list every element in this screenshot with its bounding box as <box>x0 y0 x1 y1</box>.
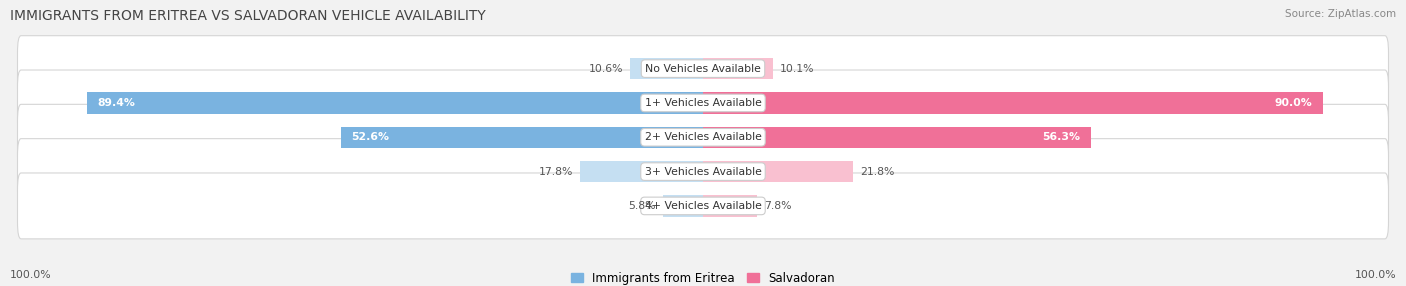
Text: 7.8%: 7.8% <box>763 201 792 211</box>
Bar <box>703 58 772 79</box>
Bar <box>703 161 853 182</box>
Text: 90.0%: 90.0% <box>1275 98 1313 108</box>
FancyBboxPatch shape <box>17 173 1389 239</box>
FancyBboxPatch shape <box>17 139 1389 204</box>
Text: 5.8%: 5.8% <box>628 201 657 211</box>
Bar <box>703 127 1091 148</box>
Bar <box>630 58 703 79</box>
FancyBboxPatch shape <box>17 36 1389 102</box>
Text: 10.6%: 10.6% <box>589 64 623 74</box>
Bar <box>340 127 703 148</box>
Text: 17.8%: 17.8% <box>538 167 574 176</box>
Bar <box>581 161 703 182</box>
Text: 2+ Vehicles Available: 2+ Vehicles Available <box>644 132 762 142</box>
FancyBboxPatch shape <box>17 104 1389 170</box>
Text: 1+ Vehicles Available: 1+ Vehicles Available <box>644 98 762 108</box>
Bar <box>703 92 1323 114</box>
Legend: Immigrants from Eritrea, Salvadoran: Immigrants from Eritrea, Salvadoran <box>567 267 839 286</box>
Text: 100.0%: 100.0% <box>10 270 52 280</box>
Text: No Vehicles Available: No Vehicles Available <box>645 64 761 74</box>
Text: 100.0%: 100.0% <box>1354 270 1396 280</box>
Text: 21.8%: 21.8% <box>860 167 894 176</box>
Text: IMMIGRANTS FROM ERITREA VS SALVADORAN VEHICLE AVAILABILITY: IMMIGRANTS FROM ERITREA VS SALVADORAN VE… <box>10 9 485 23</box>
Text: 4+ Vehicles Available: 4+ Vehicles Available <box>644 201 762 211</box>
Text: 10.1%: 10.1% <box>779 64 814 74</box>
Text: 3+ Vehicles Available: 3+ Vehicles Available <box>644 167 762 176</box>
Text: 89.4%: 89.4% <box>97 98 135 108</box>
Text: Source: ZipAtlas.com: Source: ZipAtlas.com <box>1285 9 1396 19</box>
FancyBboxPatch shape <box>17 70 1389 136</box>
Bar <box>664 195 703 217</box>
Text: 52.6%: 52.6% <box>352 132 389 142</box>
Bar <box>703 195 756 217</box>
Text: 56.3%: 56.3% <box>1042 132 1081 142</box>
Bar <box>87 92 703 114</box>
